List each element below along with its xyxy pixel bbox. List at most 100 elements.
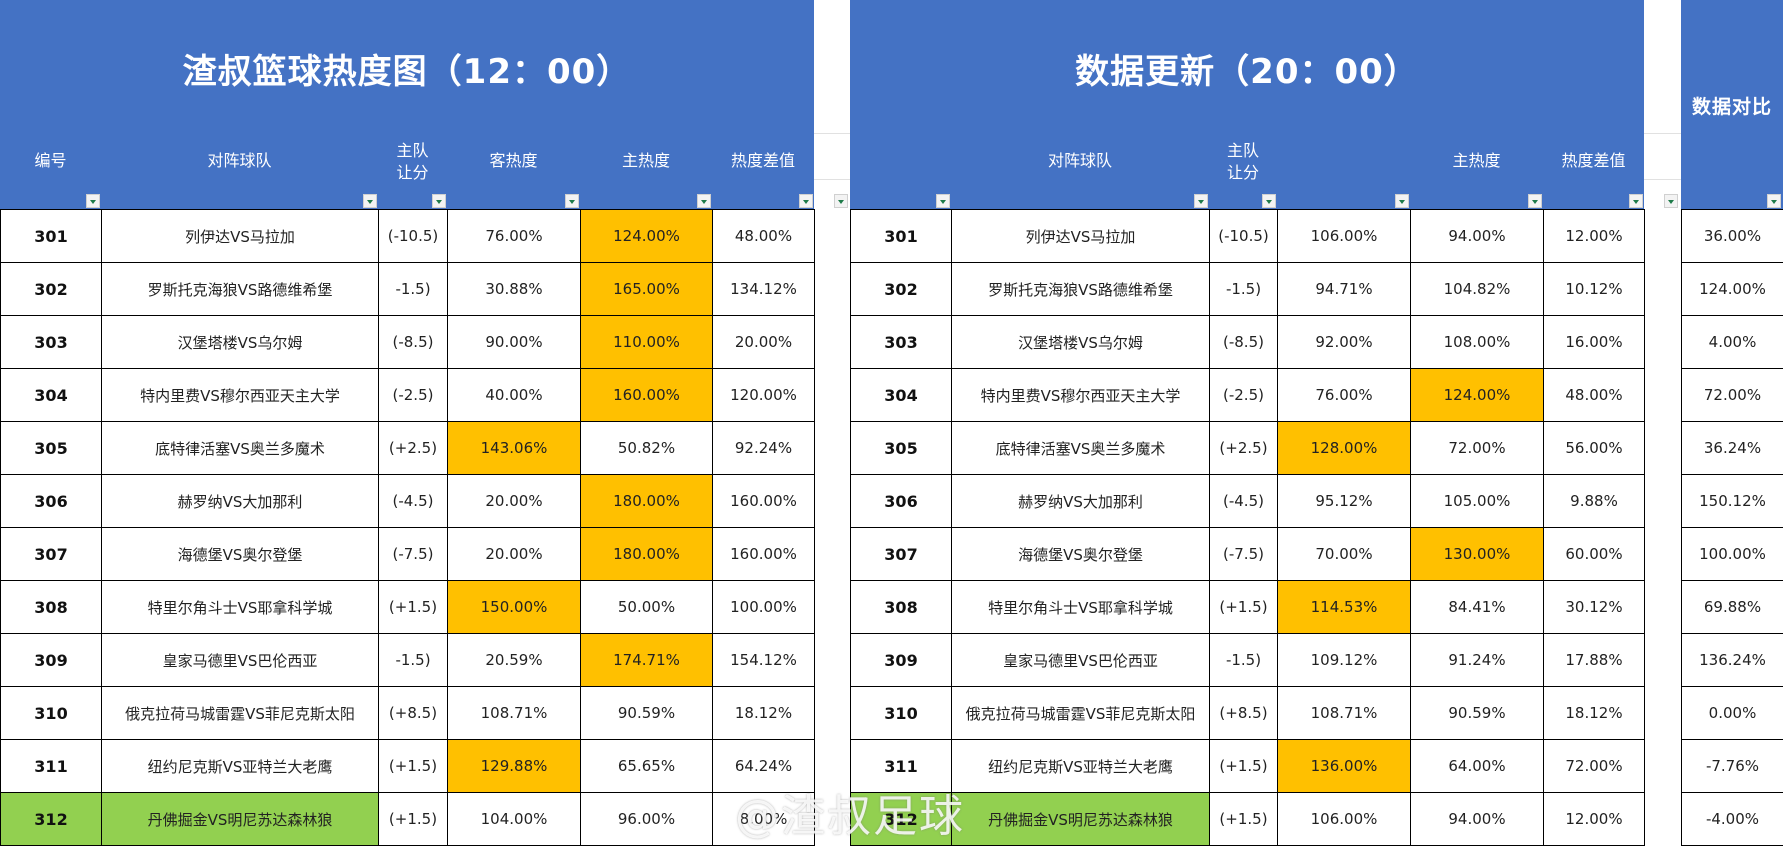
away-heat-cell[interactable]: 108.71% [1277, 686, 1411, 740]
match-id-cell[interactable]: 309 [850, 633, 952, 687]
match-teams-cell[interactable]: 汉堡塔楼VS乌尔姆 [101, 315, 379, 369]
match-id-cell[interactable]: 305 [0, 421, 102, 475]
heat-diff-cell[interactable]: 48.00% [712, 209, 815, 263]
compare-value-cell[interactable]: 36.24% [1681, 421, 1783, 475]
match-teams-cell[interactable]: 罗斯托克海狼VS路德维希堡 [951, 262, 1210, 316]
home-heat-cell[interactable]: 110.00% [580, 315, 713, 369]
match-id-cell[interactable]: 312 [850, 792, 952, 846]
heat-diff-cell[interactable]: 100.00% [712, 580, 815, 634]
handicap-cell[interactable]: (-8.5) [378, 315, 448, 369]
handicap-cell[interactable]: (+1.5) [1209, 739, 1278, 793]
handicap-cell[interactable]: (-2.5) [1209, 368, 1278, 422]
handicap-cell[interactable]: (+1.5) [1209, 792, 1278, 846]
home-heat-cell[interactable]: 94.00% [1410, 792, 1544, 846]
handicap-cell[interactable]: (+1.5) [378, 792, 448, 846]
away-heat-cell[interactable]: 114.53% [1277, 580, 1411, 634]
handicap-cell[interactable]: -1.5) [378, 633, 448, 687]
handicap-cell[interactable]: (+1.5) [378, 739, 448, 793]
away-heat-cell[interactable]: 90.00% [447, 315, 581, 369]
heat-diff-cell[interactable]: 60.00% [1543, 527, 1645, 581]
away-heat-cell[interactable]: 30.88% [447, 262, 581, 316]
home-heat-cell[interactable]: 72.00% [1410, 421, 1544, 475]
match-id-cell[interactable]: 304 [850, 368, 952, 422]
match-teams-cell[interactable]: 罗斯托克海狼VS路德维希堡 [101, 262, 379, 316]
match-id-cell[interactable]: 307 [850, 527, 952, 581]
home-heat-cell[interactable]: 174.71% [580, 633, 713, 687]
match-teams-cell[interactable]: 汉堡塔楼VS乌尔姆 [951, 315, 1210, 369]
home-heat-cell[interactable]: 50.00% [580, 580, 713, 634]
handicap-cell[interactable]: (-8.5) [1209, 315, 1278, 369]
filter-dropdown-icon[interactable] [936, 194, 950, 208]
away-heat-cell[interactable]: 40.00% [447, 368, 581, 422]
compare-value-cell[interactable]: 4.00% [1681, 315, 1783, 369]
handicap-cell[interactable]: (-10.5) [378, 209, 448, 263]
away-heat-cell[interactable]: 106.00% [1277, 792, 1411, 846]
home-heat-cell[interactable]: 91.24% [1410, 633, 1544, 687]
filter-dropdown-icon[interactable] [1395, 194, 1409, 208]
filter-dropdown-icon[interactable] [1262, 194, 1276, 208]
match-id-cell[interactable]: 308 [0, 580, 102, 634]
handicap-cell[interactable]: (-7.5) [378, 527, 448, 581]
compare-value-cell[interactable]: 136.24% [1681, 633, 1783, 687]
home-heat-cell[interactable]: 130.00% [1410, 527, 1544, 581]
heat-diff-cell[interactable]: 10.12% [1543, 262, 1645, 316]
home-heat-cell[interactable]: 105.00% [1410, 474, 1544, 528]
match-teams-cell[interactable]: 特内里费VS穆尔西亚天主大学 [101, 368, 379, 422]
handicap-cell[interactable]: (+1.5) [378, 580, 448, 634]
filter-dropdown-icon[interactable] [799, 194, 813, 208]
match-teams-cell[interactable]: 俄克拉荷马城雷霆VS菲尼克斯太阳 [951, 686, 1210, 740]
filter-dropdown-icon[interactable] [1767, 194, 1781, 208]
heat-diff-cell[interactable]: 12.00% [1543, 209, 1645, 263]
heat-diff-cell[interactable]: 72.00% [1543, 739, 1645, 793]
home-heat-cell[interactable]: 180.00% [580, 474, 713, 528]
filter-dropdown-icon[interactable] [697, 194, 711, 208]
filter-dropdown-icon[interactable] [1194, 194, 1208, 208]
filter-dropdown-icon[interactable] [565, 194, 579, 208]
filter-dropdown-icon[interactable] [363, 194, 377, 208]
heat-diff-cell[interactable]: 160.00% [712, 527, 815, 581]
match-teams-cell[interactable]: 特里尔角斗士VS耶拿科学城 [951, 580, 1210, 634]
match-id-cell[interactable]: 301 [0, 209, 102, 263]
away-heat-cell[interactable]: 109.12% [1277, 633, 1411, 687]
home-heat-cell[interactable]: 90.59% [1410, 686, 1544, 740]
home-heat-cell[interactable]: 50.82% [580, 421, 713, 475]
compare-value-cell[interactable]: -4.00% [1681, 792, 1783, 846]
match-id-cell[interactable]: 307 [0, 527, 102, 581]
match-id-cell[interactable]: 308 [850, 580, 952, 634]
match-teams-cell[interactable]: 纽约尼克斯VS亚特兰大老鹰 [951, 739, 1210, 793]
match-id-cell[interactable]: 310 [850, 686, 952, 740]
heat-diff-cell[interactable]: 18.12% [712, 686, 815, 740]
home-heat-cell[interactable]: 90.59% [580, 686, 713, 740]
match-teams-cell[interactable]: 特里尔角斗士VS耶拿科学城 [101, 580, 379, 634]
match-id-cell[interactable]: 303 [0, 315, 102, 369]
away-heat-cell[interactable]: 95.12% [1277, 474, 1411, 528]
match-id-cell[interactable]: 301 [850, 209, 952, 263]
match-id-cell[interactable]: 305 [850, 421, 952, 475]
match-teams-cell[interactable]: 皇家马德里VS巴伦西亚 [101, 633, 379, 687]
away-heat-cell[interactable]: 20.59% [447, 633, 581, 687]
match-teams-cell[interactable]: 列伊达VS马拉加 [951, 209, 1210, 263]
home-heat-cell[interactable]: 180.00% [580, 527, 713, 581]
handicap-cell[interactable]: (-10.5) [1209, 209, 1278, 263]
heat-diff-cell[interactable]: 134.12% [712, 262, 815, 316]
heat-diff-cell[interactable]: 30.12% [1543, 580, 1645, 634]
match-teams-cell[interactable]: 纽约尼克斯VS亚特兰大老鹰 [101, 739, 379, 793]
match-teams-cell[interactable]: 赫罗纳VS大加那利 [101, 474, 379, 528]
heat-diff-cell[interactable]: 16.00% [1543, 315, 1645, 369]
handicap-cell[interactable]: (-4.5) [378, 474, 448, 528]
away-heat-cell[interactable]: 108.71% [447, 686, 581, 740]
match-id-cell[interactable]: 309 [0, 633, 102, 687]
away-heat-cell[interactable]: 76.00% [1277, 368, 1411, 422]
filter-dropdown-icon[interactable] [432, 194, 446, 208]
compare-value-cell[interactable]: 36.00% [1681, 209, 1783, 263]
match-id-cell[interactable]: 311 [850, 739, 952, 793]
match-id-cell[interactable]: 304 [0, 368, 102, 422]
heat-diff-cell[interactable]: 17.88% [1543, 633, 1645, 687]
away-heat-cell[interactable]: 70.00% [1277, 527, 1411, 581]
away-heat-cell[interactable]: 76.00% [447, 209, 581, 263]
match-teams-cell[interactable]: 俄克拉荷马城雷霆VS菲尼克斯太阳 [101, 686, 379, 740]
handicap-cell[interactable]: (-7.5) [1209, 527, 1278, 581]
away-heat-cell[interactable]: 150.00% [447, 580, 581, 634]
match-teams-cell[interactable]: 底特律活塞VS奥兰多魔术 [951, 421, 1210, 475]
compare-value-cell[interactable]: 0.00% [1681, 686, 1783, 740]
